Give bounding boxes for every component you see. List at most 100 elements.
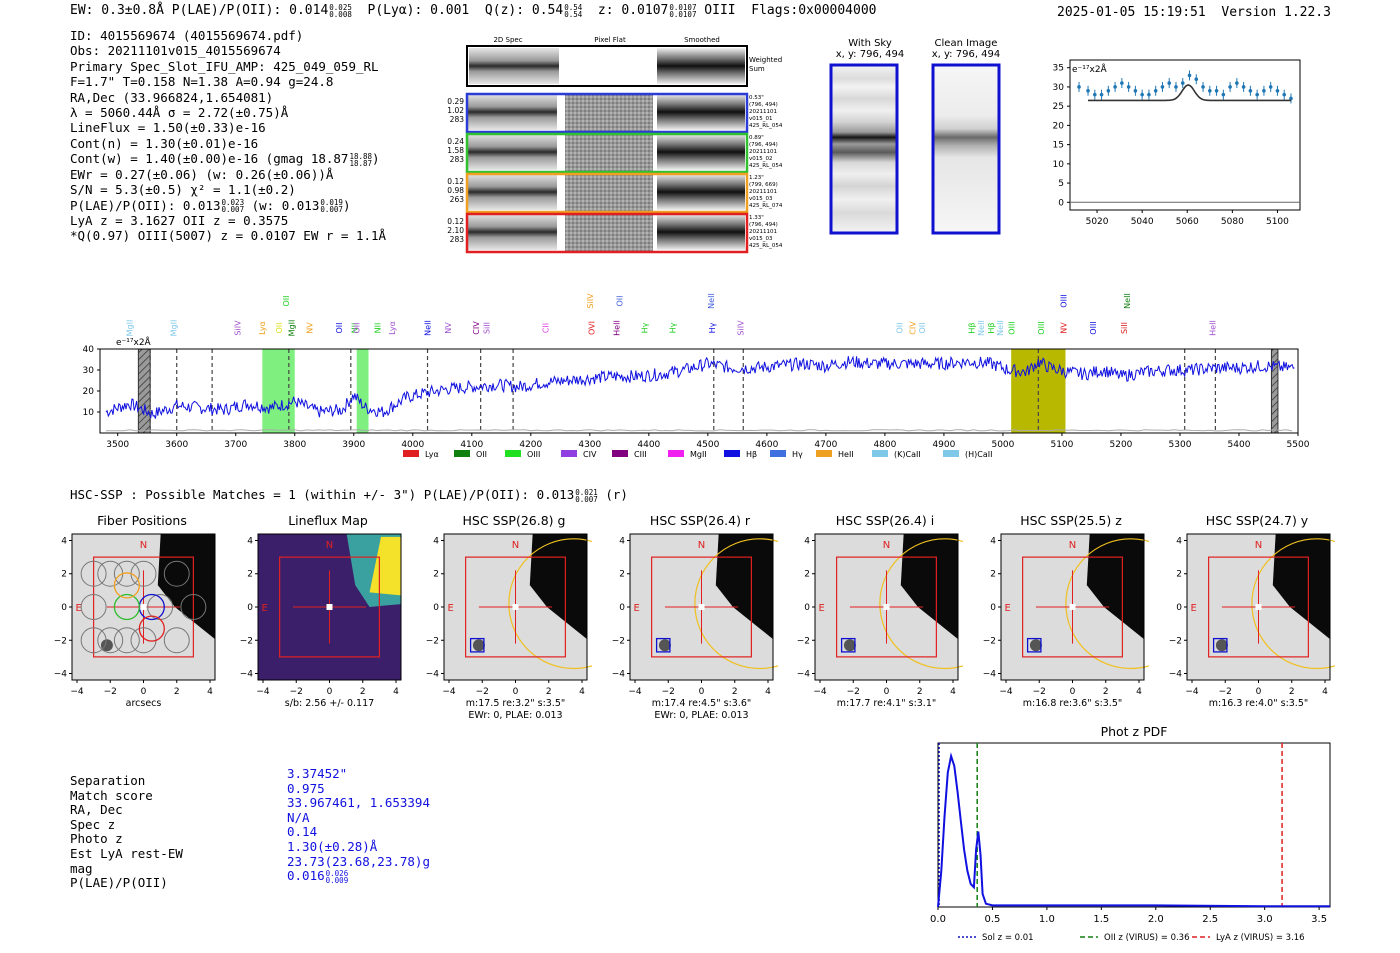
hsc-ytick-label: −2: [426, 636, 439, 646]
hsc-aperture-box: [465, 556, 566, 658]
photz-xtick-label: 3.0: [1257, 914, 1273, 925]
hsc-ytick-label: 4: [247, 536, 253, 546]
zoom-ytick-label: 35: [1053, 64, 1064, 74]
hsc-source-blob: [658, 639, 671, 652]
spec-line-label: OIII: [1037, 321, 1046, 334]
spec-line-label: OII: [282, 295, 291, 306]
cutout-row-meta: 1.33": [749, 215, 764, 221]
hsc-xtick-label: 2: [917, 687, 923, 697]
hsc-match-box: [1212, 637, 1228, 653]
hsc-crosshair-gap: [326, 604, 333, 610]
spec-xtick-label: 5100: [1050, 440, 1073, 450]
qz-text: Q(z): 0.54: [484, 3, 564, 18]
hsc-ellipse: [1065, 538, 1149, 670]
qz-sup: 0.54: [564, 2, 583, 12]
hsc-panel-image: N E 4 2 0 −2 −4−4 −2 0 2 4 m:16.3 re:4.0" s:3.5": [1169, 533, 1335, 709]
cutouts-grid: 2D Spec Pixel Flat Smoothed Weighted Sum…: [447, 36, 783, 254]
contw-end: ): [372, 151, 380, 167]
stat-label-separation: Separation: [70, 773, 146, 788]
spec-ytick-label: 10: [83, 408, 95, 418]
hsc-ytick-label: −4: [797, 670, 811, 680]
stat-value-radec: 33.967461, 1.653394: [287, 795, 430, 811]
spec-legend-label: OIII: [527, 450, 540, 459]
stat-plae-main: 0.016: [287, 868, 325, 884]
info-ewr: EWr = 0.27(±0.06) (w: 0.26(±0.06))Å: [70, 166, 334, 182]
photz-xtick-label: 0.0: [930, 914, 946, 925]
info-contn: Cont(n) = 1.30(±0.01)e-16: [70, 135, 259, 151]
spec-xtick-label: 4900: [932, 440, 955, 450]
weighted-sum-smooth: [657, 48, 745, 84]
spec-line-label: HeII: [1208, 320, 1217, 336]
cutout-row-frame: [465, 92, 749, 134]
hsc-caption-1: s/b: 2.56 +/- 0.117: [285, 698, 374, 709]
zoom-point: [1093, 92, 1097, 97]
zoom-model-curve: [1088, 84, 1291, 102]
spec-xtick-label: 3600: [165, 440, 188, 450]
hsc-ytick-label: −2: [1169, 636, 1182, 646]
plae-w-end: ): [342, 197, 351, 213]
spec-line-label: SiII: [1120, 322, 1129, 334]
spec-line-label: CIV: [472, 321, 481, 335]
photz-xtick-label: 1.5: [1093, 914, 1109, 925]
spec-line-label: OIII: [1089, 321, 1098, 334]
spec-legend-label: Lyα: [425, 450, 439, 459]
spec-line-label: NeII: [707, 293, 716, 309]
hsc-ellipse: [694, 538, 778, 670]
spec-xtick-label: 4800: [873, 440, 896, 450]
spec-legend-label: CIV: [583, 450, 597, 459]
zoom-point: [1194, 77, 1199, 82]
hsc-ytick-label: −2: [54, 636, 67, 646]
spec-line-label: NeII: [996, 320, 1005, 336]
zoom-xtick-label: 5100: [1266, 217, 1289, 227]
hsc-ytick-label: 2: [990, 570, 996, 580]
spec-line-label: CII: [542, 323, 551, 333]
z-line-name: OIII: [704, 3, 736, 18]
hsc-crosshair-gap: [883, 604, 890, 610]
info-lya: LyA z = 3.1627 OII z = 0.3575: [70, 213, 289, 229]
spec-line-label: NII: [373, 323, 382, 334]
fiber-circle: [80, 560, 107, 587]
photz-legend-label: Sol z = 0.01: [982, 933, 1034, 943]
zoom-point: [1086, 88, 1090, 93]
hsc-caption-1: m:17.7 re:4.1" s:3.1": [837, 698, 937, 709]
zoom-point: [1221, 92, 1226, 97]
cutout-row-number: 0.12: [447, 177, 464, 186]
spec-legend-swatch: [454, 450, 470, 457]
photz-title: Phot z PDF: [1100, 724, 1168, 739]
hsc-ytick-label: 4: [433, 536, 439, 546]
hsc-galaxy: [900, 534, 958, 640]
hsc-east-label: E: [75, 603, 81, 614]
hsc-aperture-box: [1022, 556, 1123, 658]
cutout-row-meta: 20211101: [749, 109, 777, 115]
zoom-point: [1268, 85, 1273, 89]
spec-xtick-label: 4300: [578, 440, 601, 450]
zoom-ytick-label: 10: [1053, 160, 1065, 170]
cutout-row-number: 263: [450, 195, 465, 204]
fiber-circle: [163, 627, 190, 654]
spec-legend-swatch: [770, 450, 786, 457]
hsc-xtick-label: −2: [1219, 687, 1232, 697]
cutout-row-number: 0.24: [447, 137, 464, 146]
spec-line-label: NV: [305, 322, 314, 334]
hsc-north-label: N: [1255, 540, 1262, 551]
hsc-ytick-label: 2: [433, 570, 439, 580]
fiber-circle: [180, 594, 207, 620]
hsc-xtick-label: −4: [999, 687, 1013, 697]
plae-w-sub: 0.007: [320, 205, 343, 215]
zoom-point: [1214, 88, 1219, 93]
zoom-point: [1153, 88, 1158, 93]
stat-label-mag: mag: [70, 860, 93, 876]
zoom-point: [1099, 92, 1104, 97]
hsc-sup: 0.021: [575, 487, 598, 497]
hsc-text: HSC-SSP : Possible Matches = 1 (within +…: [70, 487, 575, 502]
spec-line-label: SiIV: [586, 293, 595, 309]
spec-legend-swatch: [561, 450, 577, 457]
hsc-ytick-label: 0: [433, 603, 439, 613]
hsc-ellipse: [1251, 538, 1335, 670]
photz-legend-label: OII z (VIRUS) = 0.36: [1104, 933, 1190, 943]
zoom-point: [1126, 85, 1131, 89]
hsc-xtick-label: 2: [1289, 687, 1295, 697]
spec-xtick-label: 4400: [637, 440, 660, 450]
spec-xtick-label: 5300: [1169, 440, 1192, 450]
